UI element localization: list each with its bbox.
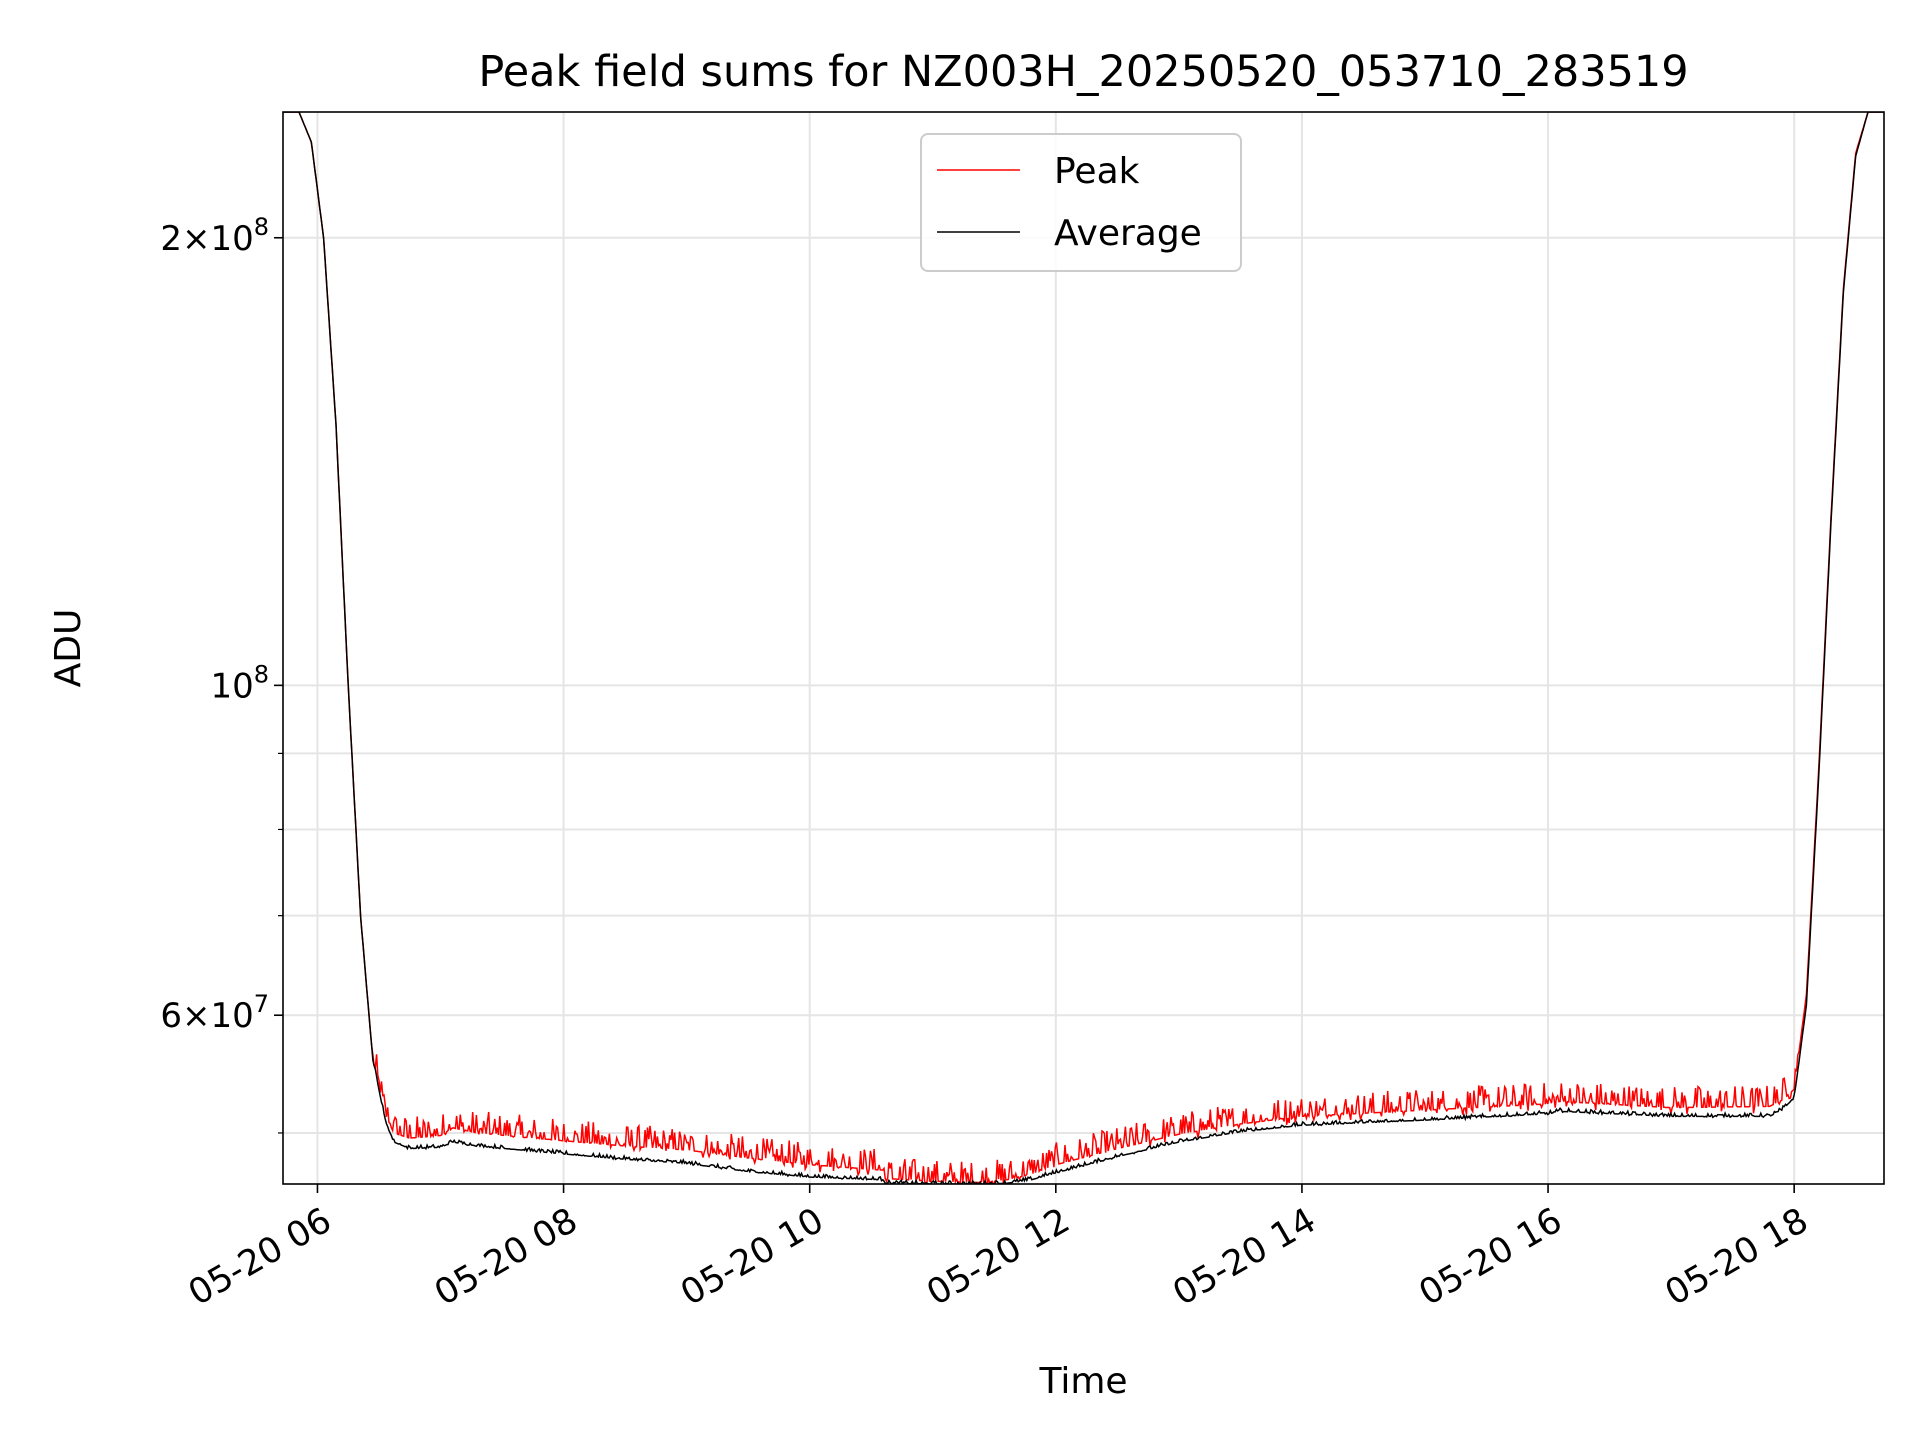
y-axis-label: ADU xyxy=(48,609,89,688)
plot-area xyxy=(283,112,1884,1184)
axes-frame xyxy=(282,111,1885,1185)
series-average-line xyxy=(283,112,1884,1184)
legend: Peak Average xyxy=(920,133,1242,272)
y-axis-ticks: 6×107 108 2×108 xyxy=(160,213,283,1134)
legend-box xyxy=(920,133,1242,272)
legend-peak-label: Peak xyxy=(1054,151,1140,192)
chart-title: Peak field sums for NZ003H_20250520_0537… xyxy=(478,47,1688,97)
y-tick-label: 6×107 xyxy=(160,990,269,1036)
y-tick-label: 2×108 xyxy=(160,213,269,259)
series-peak-line xyxy=(283,112,1884,1184)
x-axis-label: Time xyxy=(1038,1361,1127,1402)
y-tick-label: 108 xyxy=(210,660,269,706)
legend-average-label: Average xyxy=(1054,213,1202,254)
